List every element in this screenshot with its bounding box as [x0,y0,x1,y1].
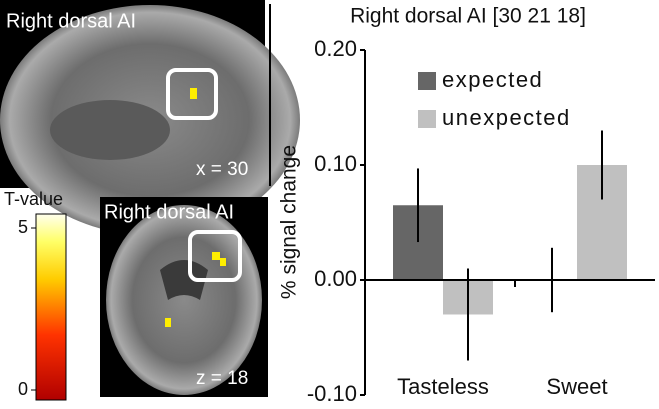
y-axis-label: % signal change [278,145,301,299]
legend-label: expected [442,67,543,92]
sagittal-panel: Right dorsal AI x = 30 [0,0,300,235]
colorbar-tick-label: 0 [18,379,28,399]
colorbar [35,213,67,401]
activation-blob [220,258,226,266]
x-tick-label: Sweet [546,374,607,399]
coord-label: x = 30 [196,159,248,180]
legend-swatch [418,110,436,128]
panel-label: Right dorsal AI [6,10,136,32]
activation-blob [212,252,220,260]
legend-swatch [418,72,436,90]
roi-box [166,68,218,120]
x-tick-label: Tasteless [397,374,489,399]
y-tick-label: 0.00 [314,266,357,291]
colorbar-label: T-value [4,189,63,209]
brain-structure [160,260,208,300]
activation-blob [190,88,197,99]
coord-label: z = 18 [196,368,248,389]
brain-image [106,205,262,395]
y-tick-label: 0.10 [314,151,357,176]
chart: Right dorsal AI [30 21 18] % signal chan… [278,5,586,300]
y-tick-label: 0.20 [314,36,357,61]
brain-structure [50,100,170,160]
roi-box [188,230,242,282]
axial-panel: Right dorsal AI z = 18 [100,197,268,397]
chart-title: Right dorsal AI [30 21 18] [350,5,586,28]
panel-label: Right dorsal AI [104,201,234,223]
y-tick-label: -0.10 [307,381,357,406]
colorbar-tick-label: 5 [18,217,28,237]
activation-blob [165,318,171,327]
legend-label: unexpected [442,105,571,130]
